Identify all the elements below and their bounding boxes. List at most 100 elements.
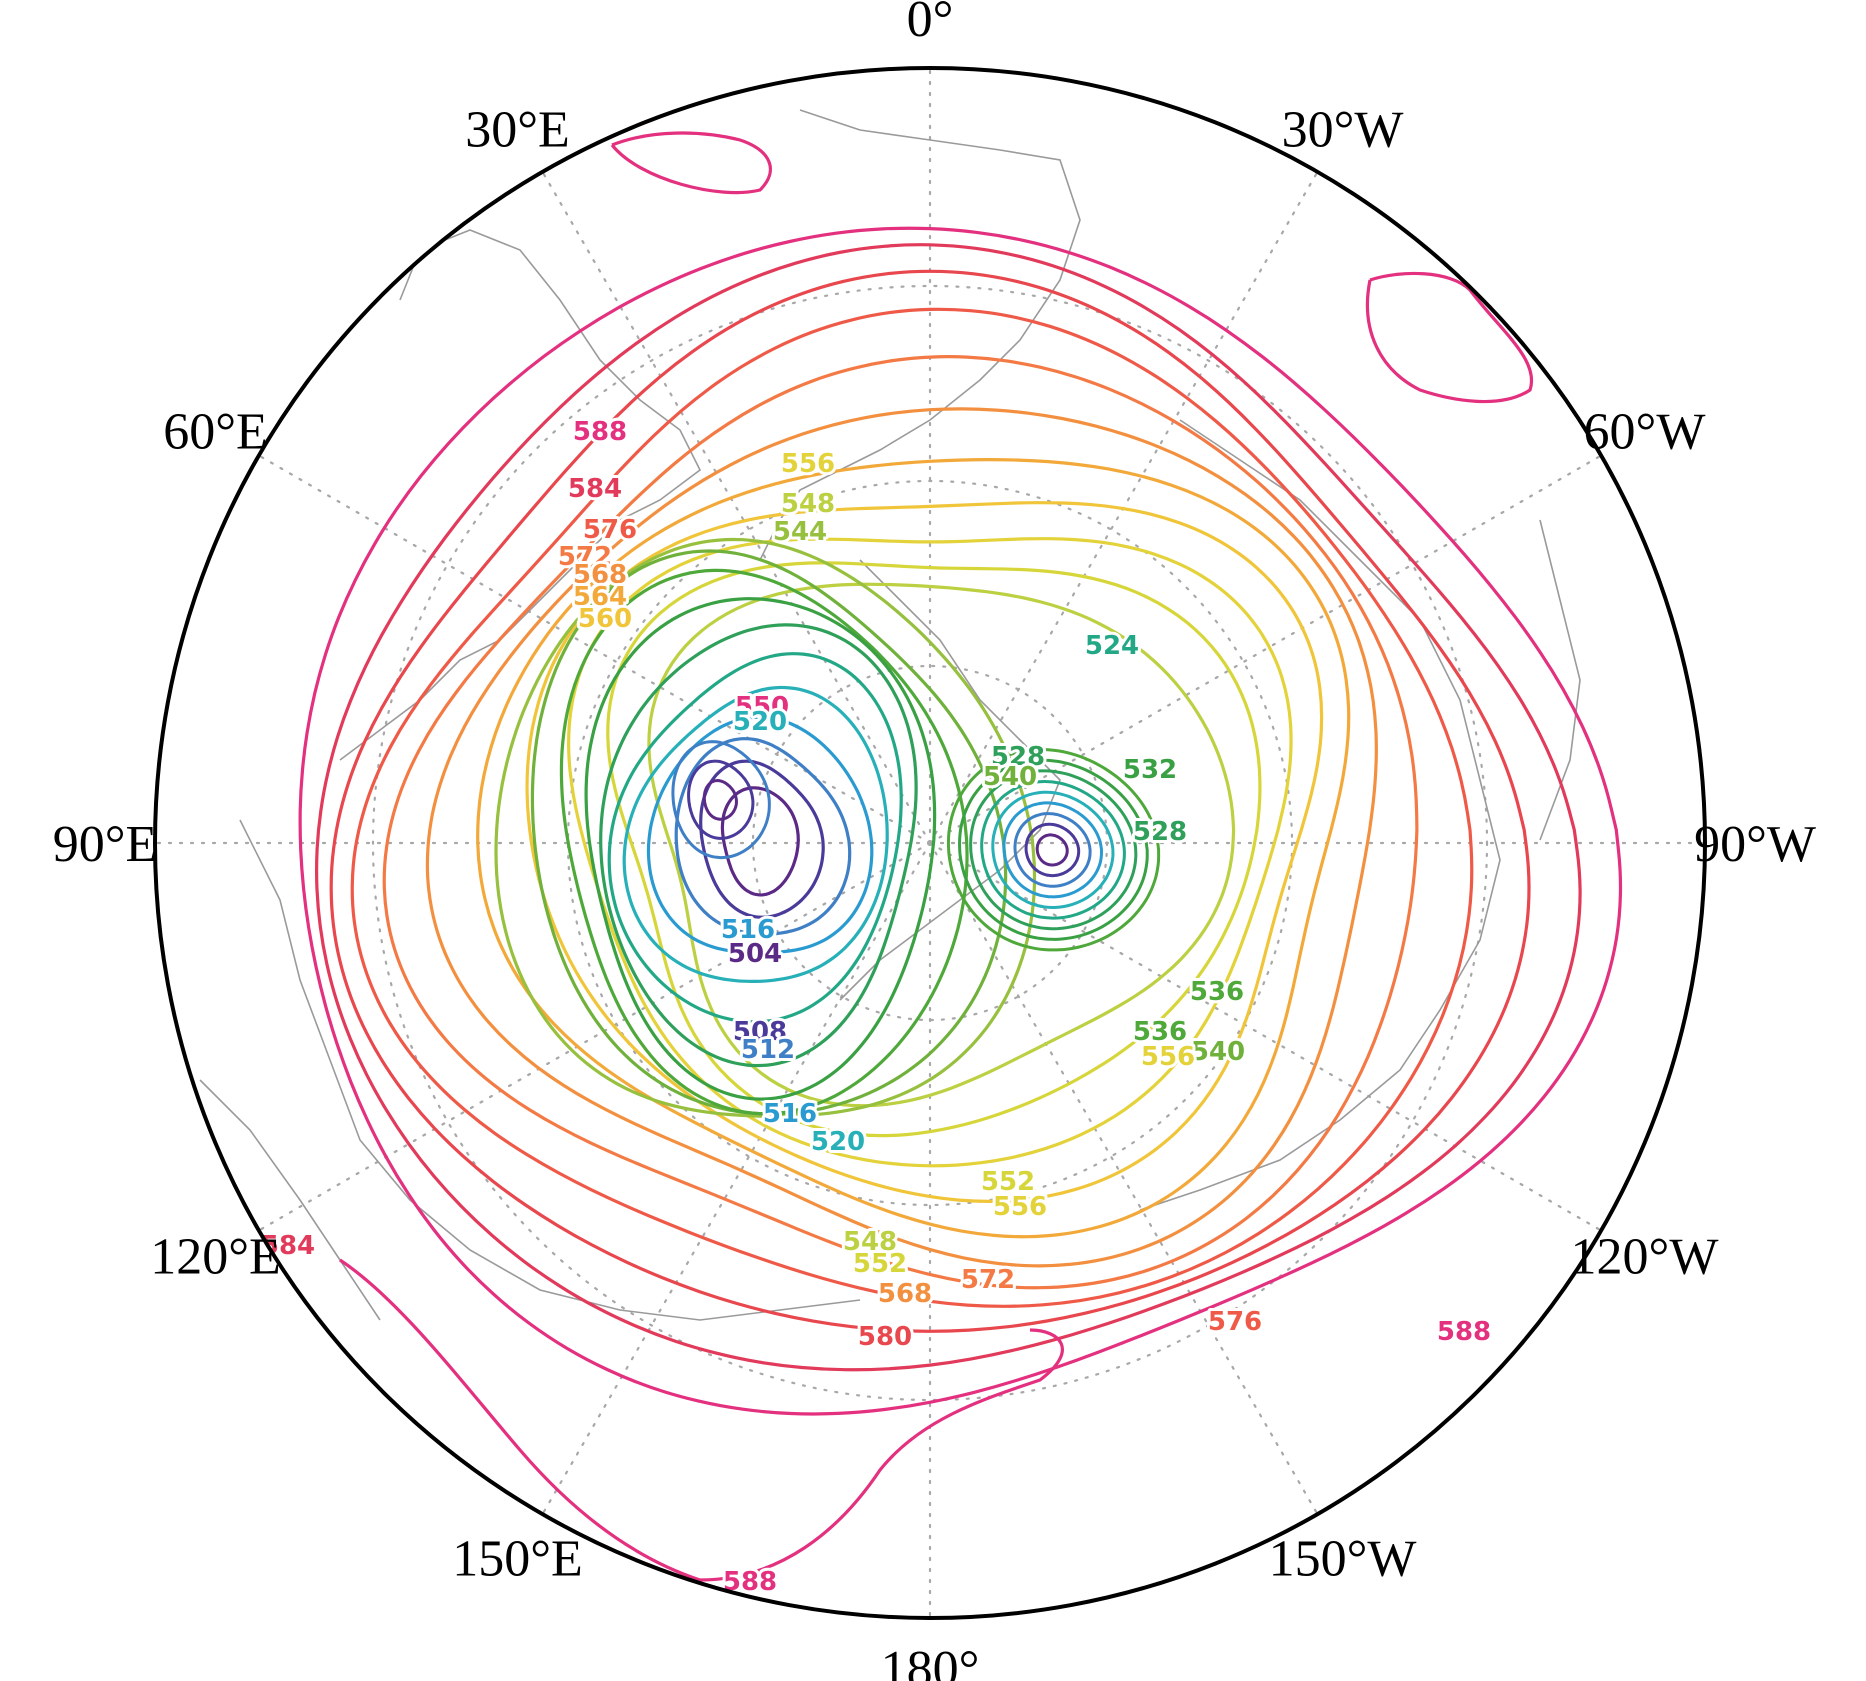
contour-label: 528: [991, 742, 1045, 772]
contour-504: [1035, 833, 1069, 867]
meridian-line: [928, 841, 1603, 1232]
meridian-line: [541, 841, 932, 1516]
latitude-circle: [371, 284, 1489, 1402]
longitude-labels: 0° 30°W 60°W 90°W 120°W 150°W 180° 150°E 120°E 90…: [53, 0, 1816, 1681]
contour-512: [674, 737, 852, 936]
contour-label: 528: [1133, 817, 1187, 847]
contour-label: 548: [781, 489, 835, 519]
contour-508: [699, 759, 825, 919]
coastline-arctic-islands: [839, 559, 1061, 1001]
contour-548: [647, 582, 1236, 1108]
contour-label: 540: [983, 762, 1037, 792]
contour-560: [525, 501, 1324, 1204]
contour-label: 536: [1133, 1017, 1187, 1047]
contour-label: 520: [733, 707, 787, 737]
contour-label: 516: [721, 915, 775, 945]
contour-516: [646, 715, 874, 955]
contour-536: [559, 568, 969, 1116]
contour-lines: [298, 131, 1623, 1582]
longitude-label: 60°W: [1584, 404, 1706, 461]
contour-524: [980, 780, 1126, 920]
longitude-label: 90°E: [53, 816, 158, 873]
meridian-line: [257, 454, 932, 845]
contour-label: 536: [1190, 977, 1244, 1007]
contour-528: [969, 769, 1138, 931]
meridian-line: [928, 454, 1603, 845]
contour-580: [329, 269, 1531, 1333]
contour-528: [599, 623, 918, 1068]
contour-label: 544: [773, 517, 827, 547]
contour-label: 504: [728, 939, 782, 969]
map-frame: [153, 66, 1707, 1620]
contour-label: 556: [1141, 1042, 1195, 1072]
contour-labels: 5885845765725685645605565485445505205165…: [258, 414, 1494, 1600]
contour-label: 548: [843, 1227, 897, 1257]
contour-label: 572: [961, 1265, 1015, 1295]
contour-576: [350, 307, 1474, 1308]
contour-label: 568: [878, 1279, 932, 1309]
contour-label: 532: [1123, 755, 1177, 785]
contour-504: [720, 786, 800, 897]
contour-label: 588: [1437, 1317, 1491, 1347]
contour-label: 556: [993, 1192, 1047, 1222]
longitude-label: 60°E: [163, 404, 268, 461]
contour-532: [584, 597, 937, 1101]
contour-556: [567, 537, 1293, 1168]
meridian-line: [257, 841, 932, 1232]
contour-label: 512: [741, 1035, 795, 1065]
contour-524: [607, 652, 903, 1024]
coastlines: [199, 109, 1581, 1321]
contour-label: 584: [568, 474, 622, 504]
contour-512: [671, 740, 771, 860]
contour-label: 564: [573, 582, 627, 612]
contour-552: [606, 561, 1262, 1138]
contour-label: 568: [573, 560, 627, 590]
contour-584: [314, 243, 1582, 1372]
contour-label: 508: [733, 1017, 787, 1047]
longitude-label: 120°W: [1571, 1229, 1719, 1286]
contour-label: 540: [1191, 1037, 1245, 1067]
coastline-east-asia: [199, 1079, 381, 1321]
contour-536: [946, 748, 1161, 952]
contour-label: 524: [1085, 631, 1139, 661]
contour-label: 552: [853, 1249, 907, 1279]
contour-label: 580: [858, 1322, 912, 1352]
contour-label: 588: [573, 417, 627, 447]
contour-520: [622, 685, 889, 984]
contour-540: [530, 549, 1008, 1116]
longitude-label: 30°E: [465, 102, 570, 159]
contour-588: [610, 131, 772, 195]
meridian-line: [928, 841, 1319, 1516]
contour-588: [1365, 271, 1534, 404]
contour-label: 572: [558, 542, 612, 572]
contour-label: 552: [981, 1167, 1035, 1197]
contour-512: [1013, 812, 1092, 888]
contour-544: [494, 537, 1037, 1118]
contour-label: 516: [763, 1099, 817, 1129]
contour-504: [702, 778, 738, 821]
coastline-north-america: [1139, 419, 1501, 1211]
contour-label: 576: [583, 515, 637, 545]
contour-532: [958, 758, 1149, 941]
meridian-line: [541, 170, 932, 845]
contour-572: [382, 355, 1419, 1290]
longitude-label: 180°: [881, 1641, 980, 1681]
contour-label: 520: [811, 1127, 865, 1157]
coastline-greenland: [759, 109, 1081, 561]
longitude-label: 30°W: [1282, 102, 1404, 159]
contour-label: 588: [573, 417, 627, 447]
longitude-label: 0°: [907, 0, 954, 48]
contour-label: 588: [573, 417, 627, 447]
contour-564: [476, 457, 1351, 1239]
contour-520: [991, 790, 1115, 910]
contour-label: 576: [1208, 1307, 1262, 1337]
contour-516: [1002, 801, 1103, 899]
contour-508: [1024, 822, 1081, 878]
longitude-label: 90°W: [1694, 816, 1816, 873]
longitude-label: 150°W: [1269, 1530, 1417, 1587]
coastline-asia: [239, 819, 861, 1321]
coastline-europe: [339, 229, 702, 761]
contour-588: [339, 1258, 1064, 1582]
contour-508: [687, 759, 755, 840]
